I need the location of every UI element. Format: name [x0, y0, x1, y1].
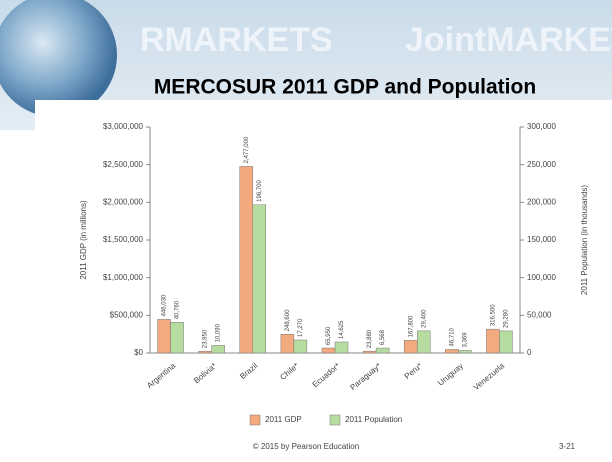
footer-page: 3-21 — [559, 442, 576, 451]
tick-label: 300,000 — [527, 122, 556, 131]
chart-title: MERCOSUR 2011 GDP and Population — [154, 76, 536, 99]
legend-swatch — [329, 414, 341, 426]
value-label: 6,568 — [380, 329, 386, 345]
y2-axis-title: 2011 Population (in thousands) — [580, 185, 589, 295]
bar — [321, 347, 336, 354]
value-label: 316,500 — [491, 304, 497, 326]
value-label: 14,625 — [339, 320, 345, 339]
bar — [252, 204, 267, 354]
value-label: 3,369 — [462, 332, 468, 348]
bar — [293, 339, 308, 354]
value-label: 167,800 — [408, 315, 414, 337]
bar — [211, 345, 225, 354]
value-label: 248,600 — [285, 309, 291, 331]
tick-label: 100,000 — [527, 273, 556, 282]
bar — [280, 334, 295, 354]
legend-label: 2011 Population — [345, 415, 402, 424]
bar — [486, 328, 500, 354]
footer-credit: © 2015 by Pearson Education — [253, 442, 359, 451]
bar — [170, 322, 184, 354]
tick-label: $2,500,000 — [103, 160, 144, 169]
tick-label: $1,500,000 — [103, 235, 144, 244]
tick-label: $2,000,000 — [103, 197, 144, 206]
bar — [416, 330, 431, 354]
value-label: 40,760 — [175, 300, 181, 319]
value-label: 10,090 — [216, 323, 222, 342]
value-label: 446,030 — [162, 294, 168, 316]
legend-label: 2011 GDP — [265, 415, 302, 424]
bar — [362, 350, 377, 354]
bar — [239, 166, 254, 354]
value-label: 17,270 — [298, 318, 304, 337]
bar — [403, 340, 418, 354]
value-label: 196,700 — [257, 179, 263, 201]
tick-label: $500,000 — [110, 310, 144, 319]
legend-swatch — [249, 414, 261, 426]
chart-area — [35, 100, 612, 462]
bar — [375, 347, 390, 354]
value-label: 29,280 — [504, 309, 510, 328]
tick-label: 50,000 — [527, 310, 552, 319]
banner-text: JointMARKETS — [405, 21, 612, 59]
value-label: 23,950 — [203, 329, 209, 348]
tick-label: $1,000,000 — [103, 273, 144, 282]
tick-label: 200,000 — [527, 197, 556, 206]
bar — [198, 350, 212, 354]
tick-label: $0 — [134, 348, 143, 357]
value-label: 29,400 — [421, 309, 427, 328]
y-axis-title: 2011 GDP (in millions) — [79, 200, 88, 280]
value-label: 23,880 — [367, 329, 373, 348]
tick-label: $3,000,000 — [103, 122, 144, 131]
bar — [334, 341, 349, 354]
banner-text: RMARKETS — [140, 21, 333, 59]
tick-label: 0 — [527, 348, 532, 357]
bar — [157, 319, 171, 354]
bar — [458, 350, 472, 354]
tick-label: 150,000 — [527, 235, 556, 244]
value-label: 2,477,000 — [244, 136, 250, 163]
bar — [445, 349, 459, 354]
value-label: 46,710 — [449, 327, 455, 346]
tick-label: 250,000 — [527, 160, 556, 169]
globe — [0, 0, 117, 117]
value-label: 65,950 — [326, 326, 332, 345]
bar — [499, 330, 513, 354]
